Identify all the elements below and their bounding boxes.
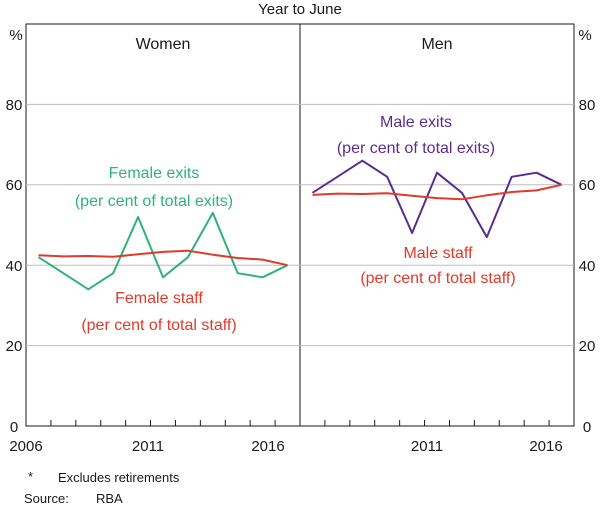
y-tick-label-right-40: 40 — [579, 258, 596, 275]
panel-title-women: Women — [136, 36, 191, 53]
male-staff-line — [312, 183, 562, 201]
footnote-marker: * — [28, 469, 33, 484]
female-staff-label-sub: (per cent of total staff) — [81, 317, 236, 334]
x-tick-label-right-2016: 2016 — [529, 438, 562, 455]
y-tick-label-left-60: 60 — [6, 177, 23, 194]
footnote-text: Excludes retirements — [58, 470, 180, 485]
series-lines — [37, 159, 562, 291]
chart-title: Year to June — [258, 1, 342, 18]
female-staff-line — [38, 249, 288, 267]
source-label: Source: — [24, 491, 69, 506]
x-tick-label-left-2016: 2016 — [251, 438, 284, 455]
x-axis-ticks — [50, 420, 550, 426]
x-tick-label-left-2011: 2011 — [132, 438, 164, 455]
y-tick-label-right-80: 80 — [579, 97, 596, 114]
y-tick-label-right-60: 60 — [579, 177, 596, 194]
x-tick-label-left-2006: 2006 — [9, 438, 42, 455]
y-tick-label-right-20: 20 — [579, 338, 596, 355]
panel-title-men: Men — [421, 36, 452, 53]
male-exits-label-sub: (per cent of total exits) — [337, 140, 495, 157]
female-exits-label-sub: (per cent of total exits) — [75, 193, 233, 210]
y-axis-unit-right: % — [578, 27, 591, 44]
source-text: RBA — [96, 491, 123, 506]
y-tick-label-right-0: 0 — [583, 419, 591, 436]
y-tick-label-left-0: 0 — [10, 419, 18, 436]
y-tick-label-left-40: 40 — [6, 258, 23, 275]
female-staff-label: Female staff — [115, 290, 203, 307]
y-axis-unit-left: % — [9, 27, 22, 44]
male-exits-line — [311, 159, 562, 239]
female-exits-line — [37, 211, 288, 291]
male-staff-label-sub: (per cent of total staff) — [360, 270, 515, 287]
female-exits-label: Female exits — [109, 165, 200, 182]
male-exits-label: Male exits — [380, 114, 452, 131]
x-tick-label-right-2011: 2011 — [411, 438, 443, 455]
y-tick-label-left-20: 20 — [6, 338, 23, 355]
y-tick-label-left-80: 80 — [6, 97, 23, 114]
gridlines — [26, 103, 574, 347]
male-staff-label: Male staff — [403, 245, 473, 262]
